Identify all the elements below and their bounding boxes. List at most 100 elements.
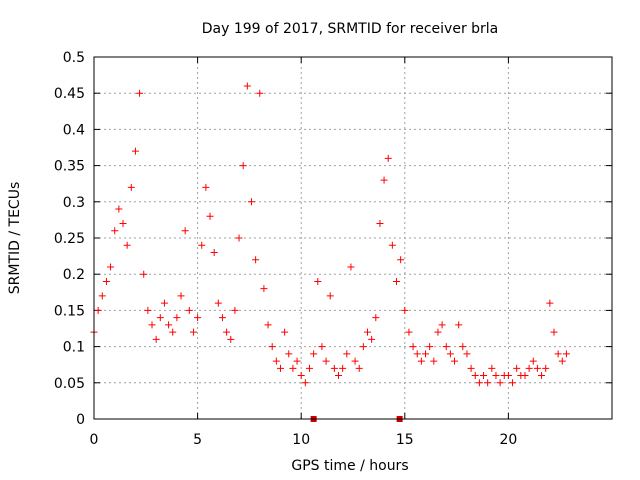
- data-point: [451, 357, 459, 365]
- data-point: [334, 372, 342, 380]
- data-point: [252, 256, 260, 264]
- data-point: [438, 321, 446, 329]
- data-point: [426, 343, 434, 351]
- data-point: [160, 299, 168, 307]
- data-point: [496, 379, 504, 387]
- data-point: [442, 343, 450, 351]
- chart-title: Day 199 of 2017, SRMTID for receiver brl…: [202, 21, 499, 37]
- data-point: [144, 306, 152, 314]
- data-point: [413, 350, 421, 358]
- data-point: [351, 357, 359, 365]
- data-point: [562, 350, 570, 358]
- data-point: [513, 364, 521, 372]
- data-point: [123, 241, 131, 249]
- x-axis-label: GPS time / hours: [291, 458, 408, 474]
- data-point: [409, 343, 417, 351]
- data-point: [422, 350, 430, 358]
- y-tick-label: 0.45: [54, 86, 85, 102]
- data-point: [546, 299, 554, 307]
- y-tick-label: 0.2: [63, 267, 85, 283]
- data-point: [397, 256, 405, 264]
- data-point: [446, 350, 454, 358]
- data-point: [276, 364, 284, 372]
- data-point: [364, 328, 372, 336]
- data-point: [127, 183, 135, 191]
- data-point: [285, 350, 293, 358]
- data-point: [525, 364, 533, 372]
- data-point: [115, 205, 123, 213]
- data-point: [206, 212, 214, 220]
- y-tick-label: 0.15: [54, 303, 85, 319]
- y-tick-label: 0.35: [54, 159, 85, 175]
- data-point: [405, 328, 413, 336]
- data-point: [194, 314, 202, 322]
- data-point: [558, 357, 566, 365]
- y-tick-label: 0: [76, 412, 85, 428]
- data-point: [131, 147, 139, 155]
- y-tick-label: 0.1: [63, 340, 85, 356]
- data-point: [554, 350, 562, 358]
- data-point: [102, 277, 110, 285]
- data-point: [227, 335, 235, 343]
- data-point: [301, 379, 309, 387]
- data-point: [310, 350, 318, 358]
- data-point: [504, 372, 512, 380]
- data-point: [492, 372, 500, 380]
- data-points: [90, 82, 570, 387]
- data-point: [455, 321, 463, 329]
- data-point: [314, 277, 322, 285]
- data-point: [463, 350, 471, 358]
- data-point: [235, 234, 243, 242]
- data-point: [393, 277, 401, 285]
- data-point: [475, 379, 483, 387]
- data-point: [223, 328, 231, 336]
- data-point: [471, 372, 479, 380]
- data-point: [247, 198, 255, 206]
- data-point: [430, 357, 438, 365]
- data-point: [417, 357, 425, 365]
- data-point: [533, 364, 541, 372]
- data-point: [467, 364, 475, 372]
- data-point: [293, 357, 301, 365]
- data-point: [529, 357, 537, 365]
- data-point: [94, 306, 102, 314]
- y-tick-label: 0.05: [54, 376, 85, 392]
- data-point: [198, 241, 206, 249]
- data-point: [119, 220, 127, 228]
- data-point: [260, 285, 268, 293]
- data-point: [281, 328, 289, 336]
- data-point: [484, 379, 492, 387]
- data-point: [326, 292, 334, 300]
- data-point: [156, 314, 164, 322]
- y-tick-label: 0.25: [54, 231, 85, 247]
- data-point: [136, 89, 144, 97]
- data-point: [169, 328, 177, 336]
- data-point: [401, 306, 409, 314]
- data-point: [343, 350, 351, 358]
- data-point: [243, 82, 251, 90]
- data-point: [272, 357, 280, 365]
- data-point: [98, 292, 106, 300]
- data-point: [264, 321, 272, 329]
- data-point: [521, 372, 529, 380]
- data-point: [459, 343, 467, 351]
- y-tick-label: 0.4: [63, 122, 85, 138]
- data-point: [256, 89, 264, 97]
- x-tick-label: 0: [90, 432, 99, 448]
- data-point: [388, 241, 396, 249]
- x-tick-label: 5: [193, 432, 202, 448]
- data-point: [480, 372, 488, 380]
- grid: [94, 57, 612, 419]
- data-point: [268, 343, 276, 351]
- data-point: [173, 314, 181, 322]
- data-point: [384, 154, 392, 162]
- data-point: [380, 176, 388, 184]
- data-point: [538, 372, 546, 380]
- y-tick-label: 0.3: [63, 195, 85, 211]
- data-point: [231, 306, 239, 314]
- data-point: [214, 299, 222, 307]
- data-point: [202, 183, 210, 191]
- data-point: [148, 321, 156, 329]
